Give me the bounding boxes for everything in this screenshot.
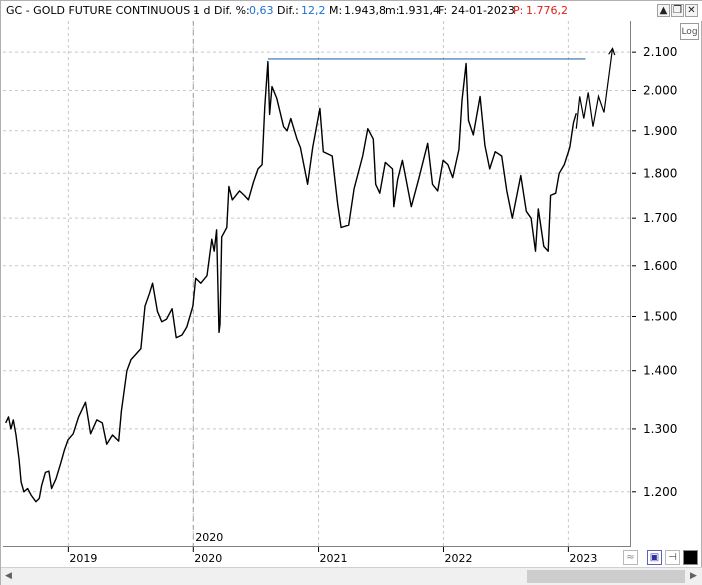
- scrollbar-thumb[interactable]: [527, 570, 685, 583]
- x-axis: 2019 2020 2021 2022 2023: [1, 547, 702, 567]
- horizontal-scrollbar[interactable]: ◀ ▶: [1, 567, 702, 585]
- color-swatch-icon[interactable]: [683, 550, 698, 565]
- p-label: P:: [513, 4, 524, 17]
- close-icon[interactable]: ✕: [685, 4, 698, 17]
- y-tick-label: 2.000: [643, 84, 677, 98]
- min-value: 1.931,4: [398, 4, 440, 17]
- save-icon[interactable]: ▣: [647, 550, 662, 565]
- title-bar: GC - GOLD FUTURE CONTINUOUS - 1 d Dif. %…: [1, 1, 702, 21]
- plot-area[interactable]: 2020: [3, 21, 631, 547]
- y-axis-labels: 1.200 1.300 1.400 1.500 1.600 1.700 1.800 1.900…: [632, 45, 677, 499]
- date-value: 24-01-2023: [451, 4, 515, 17]
- y-tick-label: 1.500: [643, 310, 677, 324]
- dif-pct-label: Dif. %:: [214, 4, 250, 17]
- date-label: F:: [438, 4, 448, 17]
- min-label: m:: [385, 4, 400, 17]
- y-axis[interactable]: 1.200 1.300 1.400 1.500 1.600 1.700 1.800 1.900…: [632, 21, 701, 547]
- x-axis-labels: 2019 2020 2021 2022 2023: [67, 547, 597, 565]
- y-tick-label: 1.900: [643, 124, 677, 138]
- y-tick-label: 1.400: [643, 364, 677, 378]
- timeframe-label: 1 d: [193, 4, 211, 17]
- chevron-up-icon[interactable]: ▲: [657, 4, 670, 17]
- p-value: 1.776,2: [526, 4, 568, 17]
- y-tick-label: 1.600: [643, 259, 677, 273]
- price-chart: 2020: [3, 21, 630, 546]
- vertical-grid: [67, 21, 569, 546]
- max-value: 1.943,8: [344, 4, 386, 17]
- projection-arrow-head: [608, 47, 616, 56]
- max-label: M:: [329, 4, 343, 17]
- y-tick-label: 1.700: [643, 211, 677, 225]
- horizontal-grid: [3, 51, 630, 493]
- pin-icon[interactable]: ⊣: [665, 550, 680, 565]
- dif-pct-value: 0,63: [249, 4, 274, 17]
- collapse-icon[interactable]: ≈: [623, 550, 638, 565]
- y-tick-label: 1.800: [643, 166, 677, 180]
- y-tick-label: 2.100: [643, 45, 677, 59]
- dif-value: 12,2: [301, 4, 326, 17]
- price-series-line: [5, 60, 577, 503]
- scroll-right-icon[interactable]: ▶: [690, 571, 697, 581]
- year-marker-label: 2020: [195, 531, 223, 544]
- y-tick-label: 1.200: [643, 485, 677, 499]
- projection-line[interactable]: [575, 48, 614, 129]
- dif-label: Dif.:: [277, 4, 299, 17]
- x-tick-label: 2023: [569, 552, 597, 565]
- y-tick-label: 1.300: [643, 422, 677, 436]
- symbol-title: GC - GOLD FUTURE CONTINUOUS -: [6, 4, 198, 17]
- x-tick-label: 2019: [69, 552, 97, 565]
- x-tick-label: 2021: [320, 552, 348, 565]
- x-tick-label: 2020: [194, 552, 222, 565]
- log-scale-button[interactable]: Log: [680, 23, 699, 40]
- scroll-left-icon[interactable]: ◀: [5, 571, 12, 581]
- x-tick-label: 2022: [444, 552, 472, 565]
- restore-icon[interactable]: ❐: [671, 4, 684, 17]
